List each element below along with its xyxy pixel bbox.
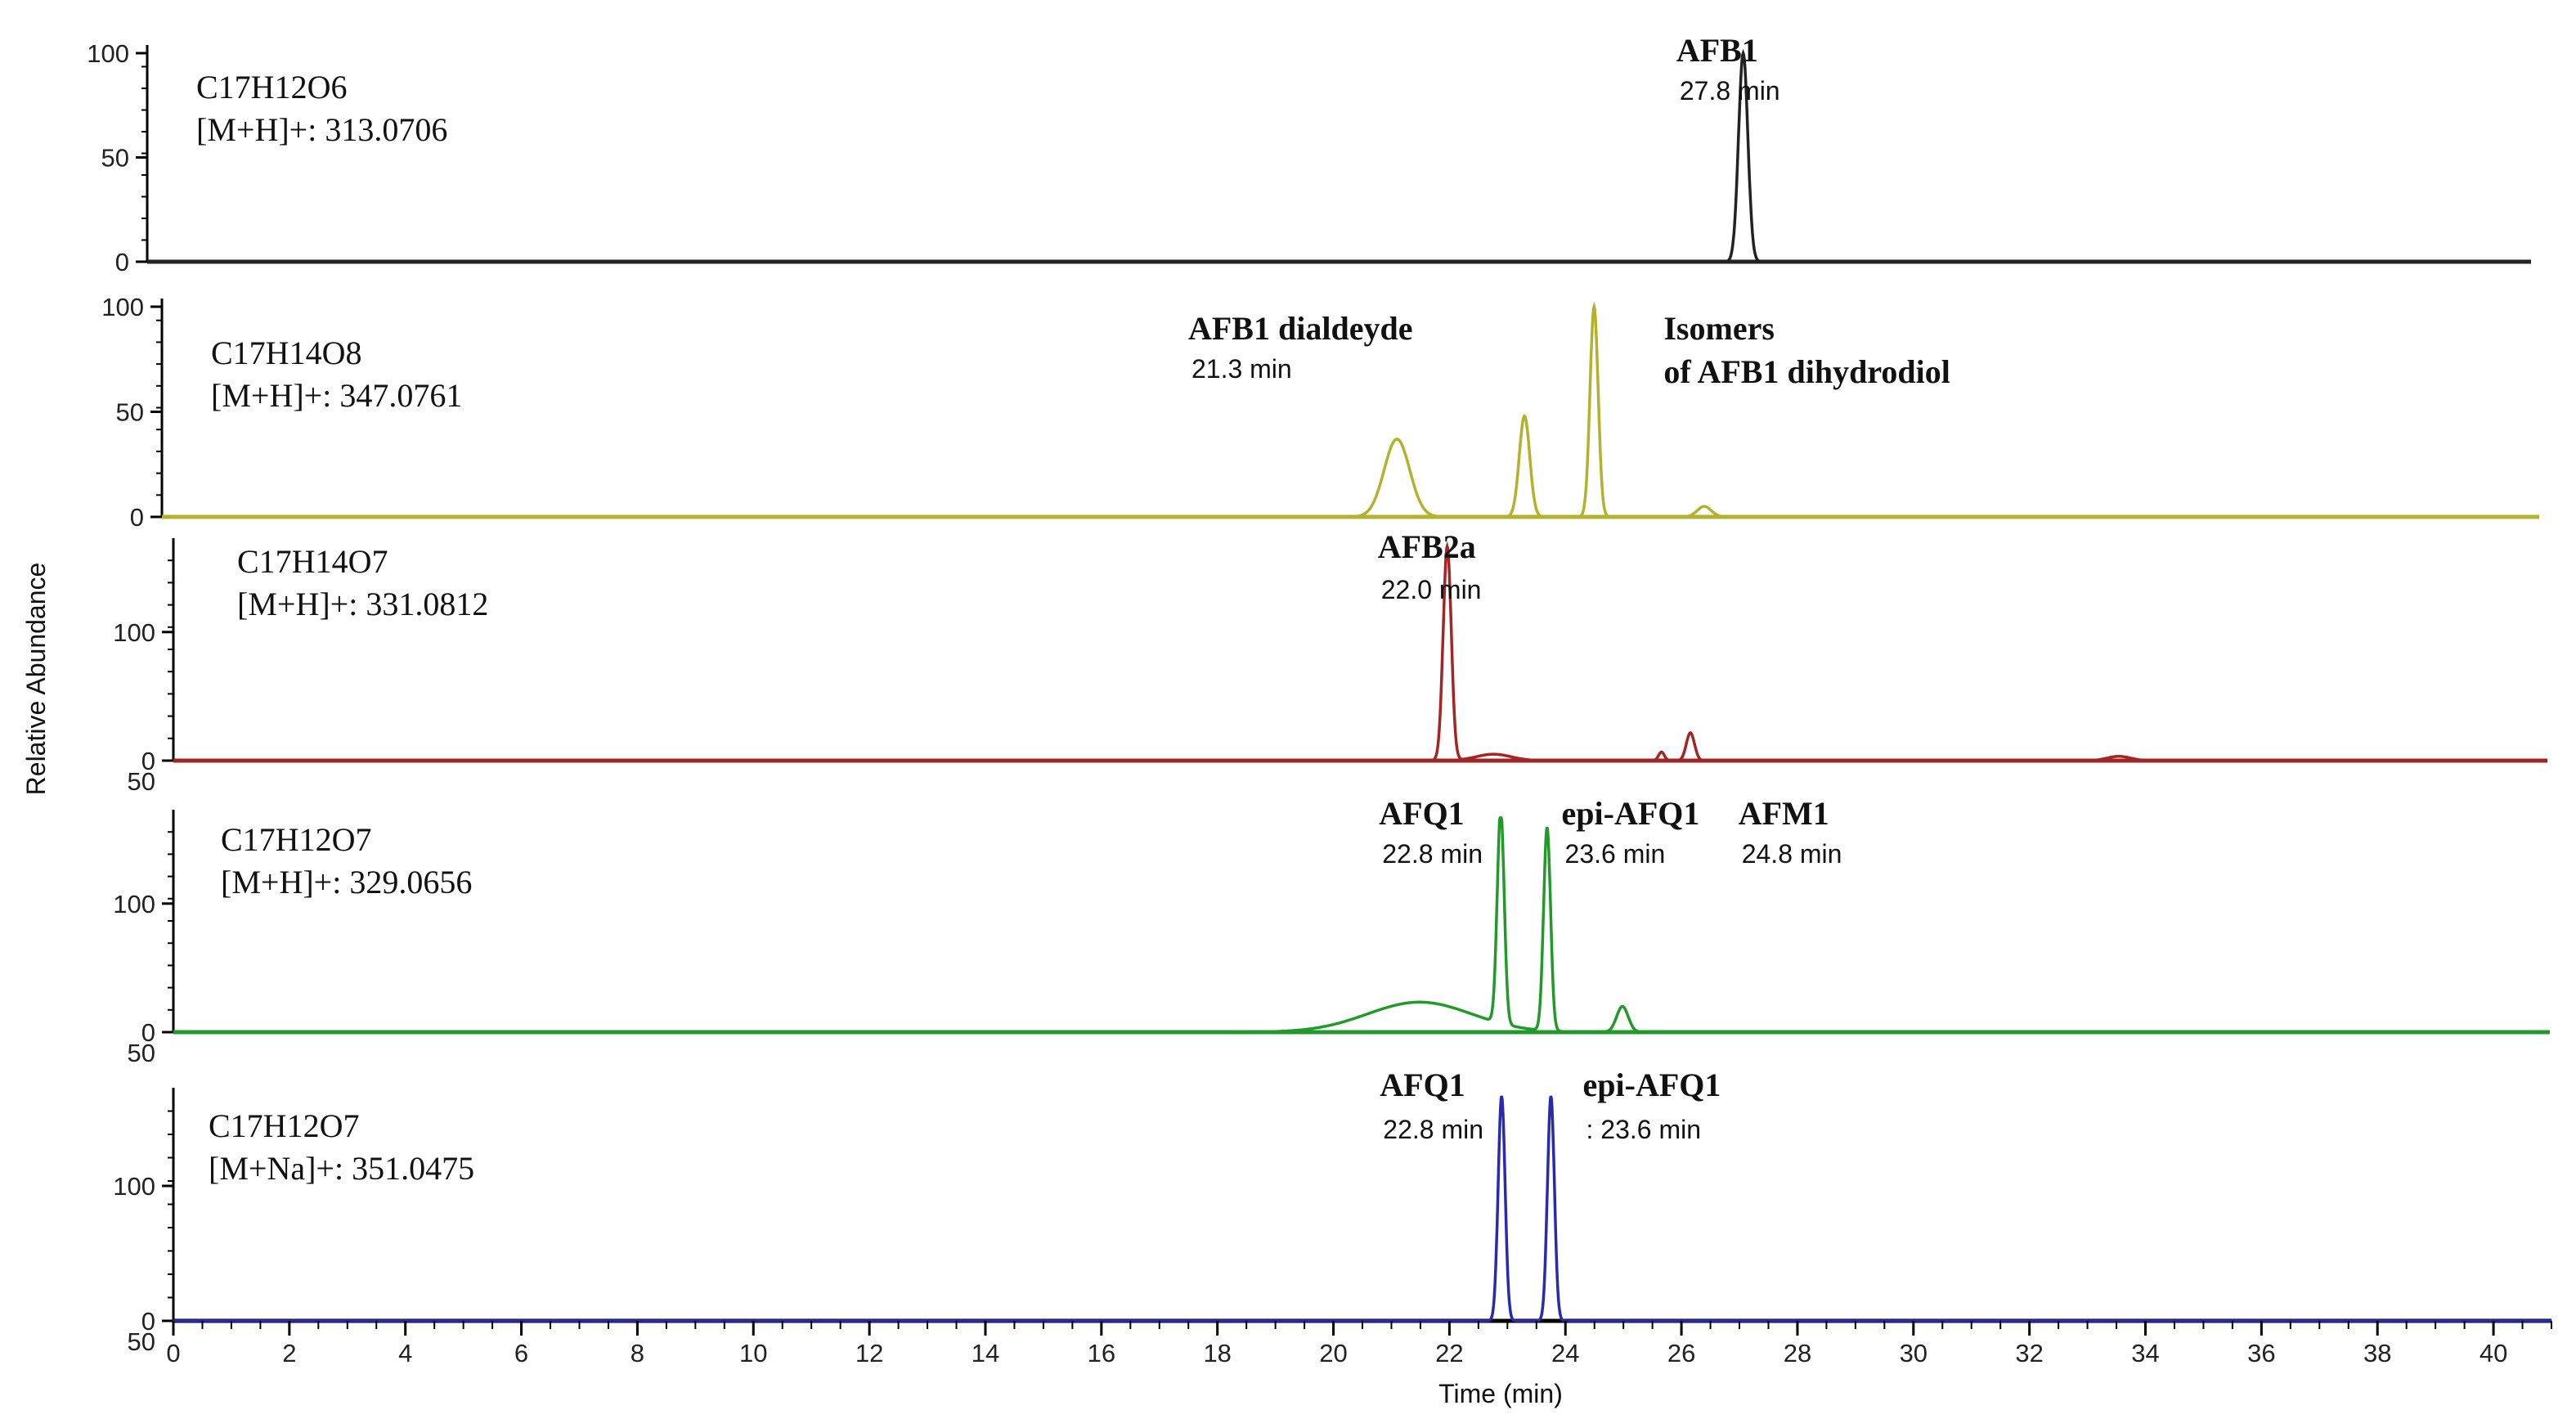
y-tick-label: 0	[141, 747, 155, 775]
peak-label: Isomers	[1663, 310, 1775, 347]
y-tick-label: 100	[113, 890, 155, 918]
y-tick-label: 50	[128, 1039, 155, 1067]
x-tick-label: 10	[739, 1339, 767, 1367]
peak-label-line2: of AFB1 dihydrodiol	[1663, 353, 1950, 390]
peak-label: epi-AFQ1	[1562, 795, 1700, 832]
chromatogram-panel: 100 50 0 C17H12O6 [M+H]+: 313.0706 AFB1 27.8 m…	[87, 32, 2531, 276]
panel-formula: C17H12O6	[196, 69, 347, 106]
y-tick-label: 100	[113, 618, 155, 647]
peak-label: AFB2a	[1378, 528, 1476, 565]
panel-formula: C17H14O7	[237, 543, 388, 580]
y-tick-label: 100	[87, 39, 129, 68]
y-tick-label: 0	[141, 1018, 155, 1047]
panel-formula: C17H14O8	[211, 335, 361, 371]
x-tick-label: 8	[631, 1339, 644, 1367]
x-tick-label: 6	[514, 1339, 528, 1367]
peak-time-label: 22.8 min	[1383, 1115, 1483, 1144]
peak-label: AFB1	[1676, 32, 1758, 69]
peak-time-label: 23.6 min	[1565, 839, 1666, 869]
x-tick-label: 14	[972, 1339, 999, 1367]
chromatogram-panel: 100 50 0 C17H14O8 [M+H]+: 347.0761 AFB1 diald…	[101, 293, 2539, 532]
peak-label: AFM1	[1739, 795, 1829, 832]
y-tick-label: 50	[116, 398, 144, 427]
panel-ion: [M+H]+: 329.0656	[221, 864, 472, 900]
panel-ion: [M+H]+: 313.0706	[196, 111, 447, 148]
x-tick-label: 30	[1900, 1339, 1928, 1367]
peak-time-label: 22.0 min	[1381, 575, 1482, 604]
panel-formula: C17H12O7	[209, 1107, 359, 1144]
x-tick-label: 34	[2131, 1339, 2159, 1367]
peak-label: AFB1 dialdeyde	[1188, 310, 1412, 347]
peak-time-label: 24.8 min	[1742, 839, 1842, 869]
peak-time-label: 22.8 min	[1382, 839, 1483, 869]
panel-formula: C17H12O7	[221, 821, 371, 858]
x-tick-label: 26	[1667, 1339, 1695, 1367]
peak-label: epi-AFQ1	[1583, 1067, 1721, 1103]
x-tick-label: 16	[1088, 1339, 1115, 1367]
x-tick-label: 18	[1203, 1339, 1231, 1367]
y-tick-label: 0	[130, 503, 144, 532]
x-tick-label: 32	[2015, 1339, 2043, 1367]
panel-ion: [M+H]+: 347.0761	[211, 377, 462, 414]
x-tick-label: 22	[1435, 1339, 1463, 1367]
peak-time-label: 27.8 min	[1680, 76, 1780, 106]
y-tick-label: 0	[141, 1307, 155, 1336]
x-tick-label: 4	[398, 1339, 412, 1367]
y-tick-label: 50	[101, 144, 129, 173]
trace-line	[168, 301, 2539, 519]
x-tick-label: 38	[2363, 1339, 2391, 1367]
x-tick-label: 24	[1551, 1339, 1579, 1367]
x-tick-label: 28	[1784, 1339, 1811, 1367]
chromatogram-panel: 100 050 C17H14O7 [M+H]+: 331.0812 AFB2a 22.0 …	[113, 528, 2547, 796]
y-axis-title: Relative Abundance	[21, 563, 51, 796]
peak-time-label: 21.3 min	[1192, 354, 1292, 384]
trace-line	[173, 1095, 2551, 1322]
x-tick-label: 40	[2480, 1339, 2507, 1367]
x-tick-label: 12	[855, 1339, 883, 1367]
y-tick-label: 0	[115, 248, 129, 276]
x-tick-label: 0	[166, 1339, 180, 1367]
x-tick-label: 36	[2247, 1339, 2275, 1367]
y-tick-label: 100	[113, 1172, 155, 1201]
x-axis-title: Time (min)	[1438, 1379, 1563, 1408]
y-tick-label: 50	[128, 1327, 155, 1356]
panel-ion: [M+Na]+: 351.0475	[209, 1150, 474, 1187]
trace-line	[173, 816, 2550, 1034]
x-tick-label: 2	[282, 1339, 296, 1367]
y-tick-label: 50	[128, 767, 155, 796]
panel-ion: [M+H]+: 331.0812	[237, 586, 488, 622]
trace-line	[173, 541, 2547, 762]
chromatogram-panel: 100 050 C17H12O7 [M+H]+: 329.0656 AFQ1 22.8 m…	[113, 795, 2550, 1067]
x-tick-label: 20	[1319, 1339, 1347, 1367]
peak-time-label: : 23.6 min	[1586, 1115, 1702, 1144]
peak-label: AFQ1	[1380, 1067, 1465, 1103]
y-tick-label: 100	[101, 293, 144, 321]
peak-label: AFQ1	[1379, 795, 1464, 832]
chromatogram-panel: 100 050 C17H12O7 [M+Na]+: 351.0475 AFQ1 22.8 …	[113, 1067, 2551, 1356]
trace-line	[147, 48, 2531, 263]
